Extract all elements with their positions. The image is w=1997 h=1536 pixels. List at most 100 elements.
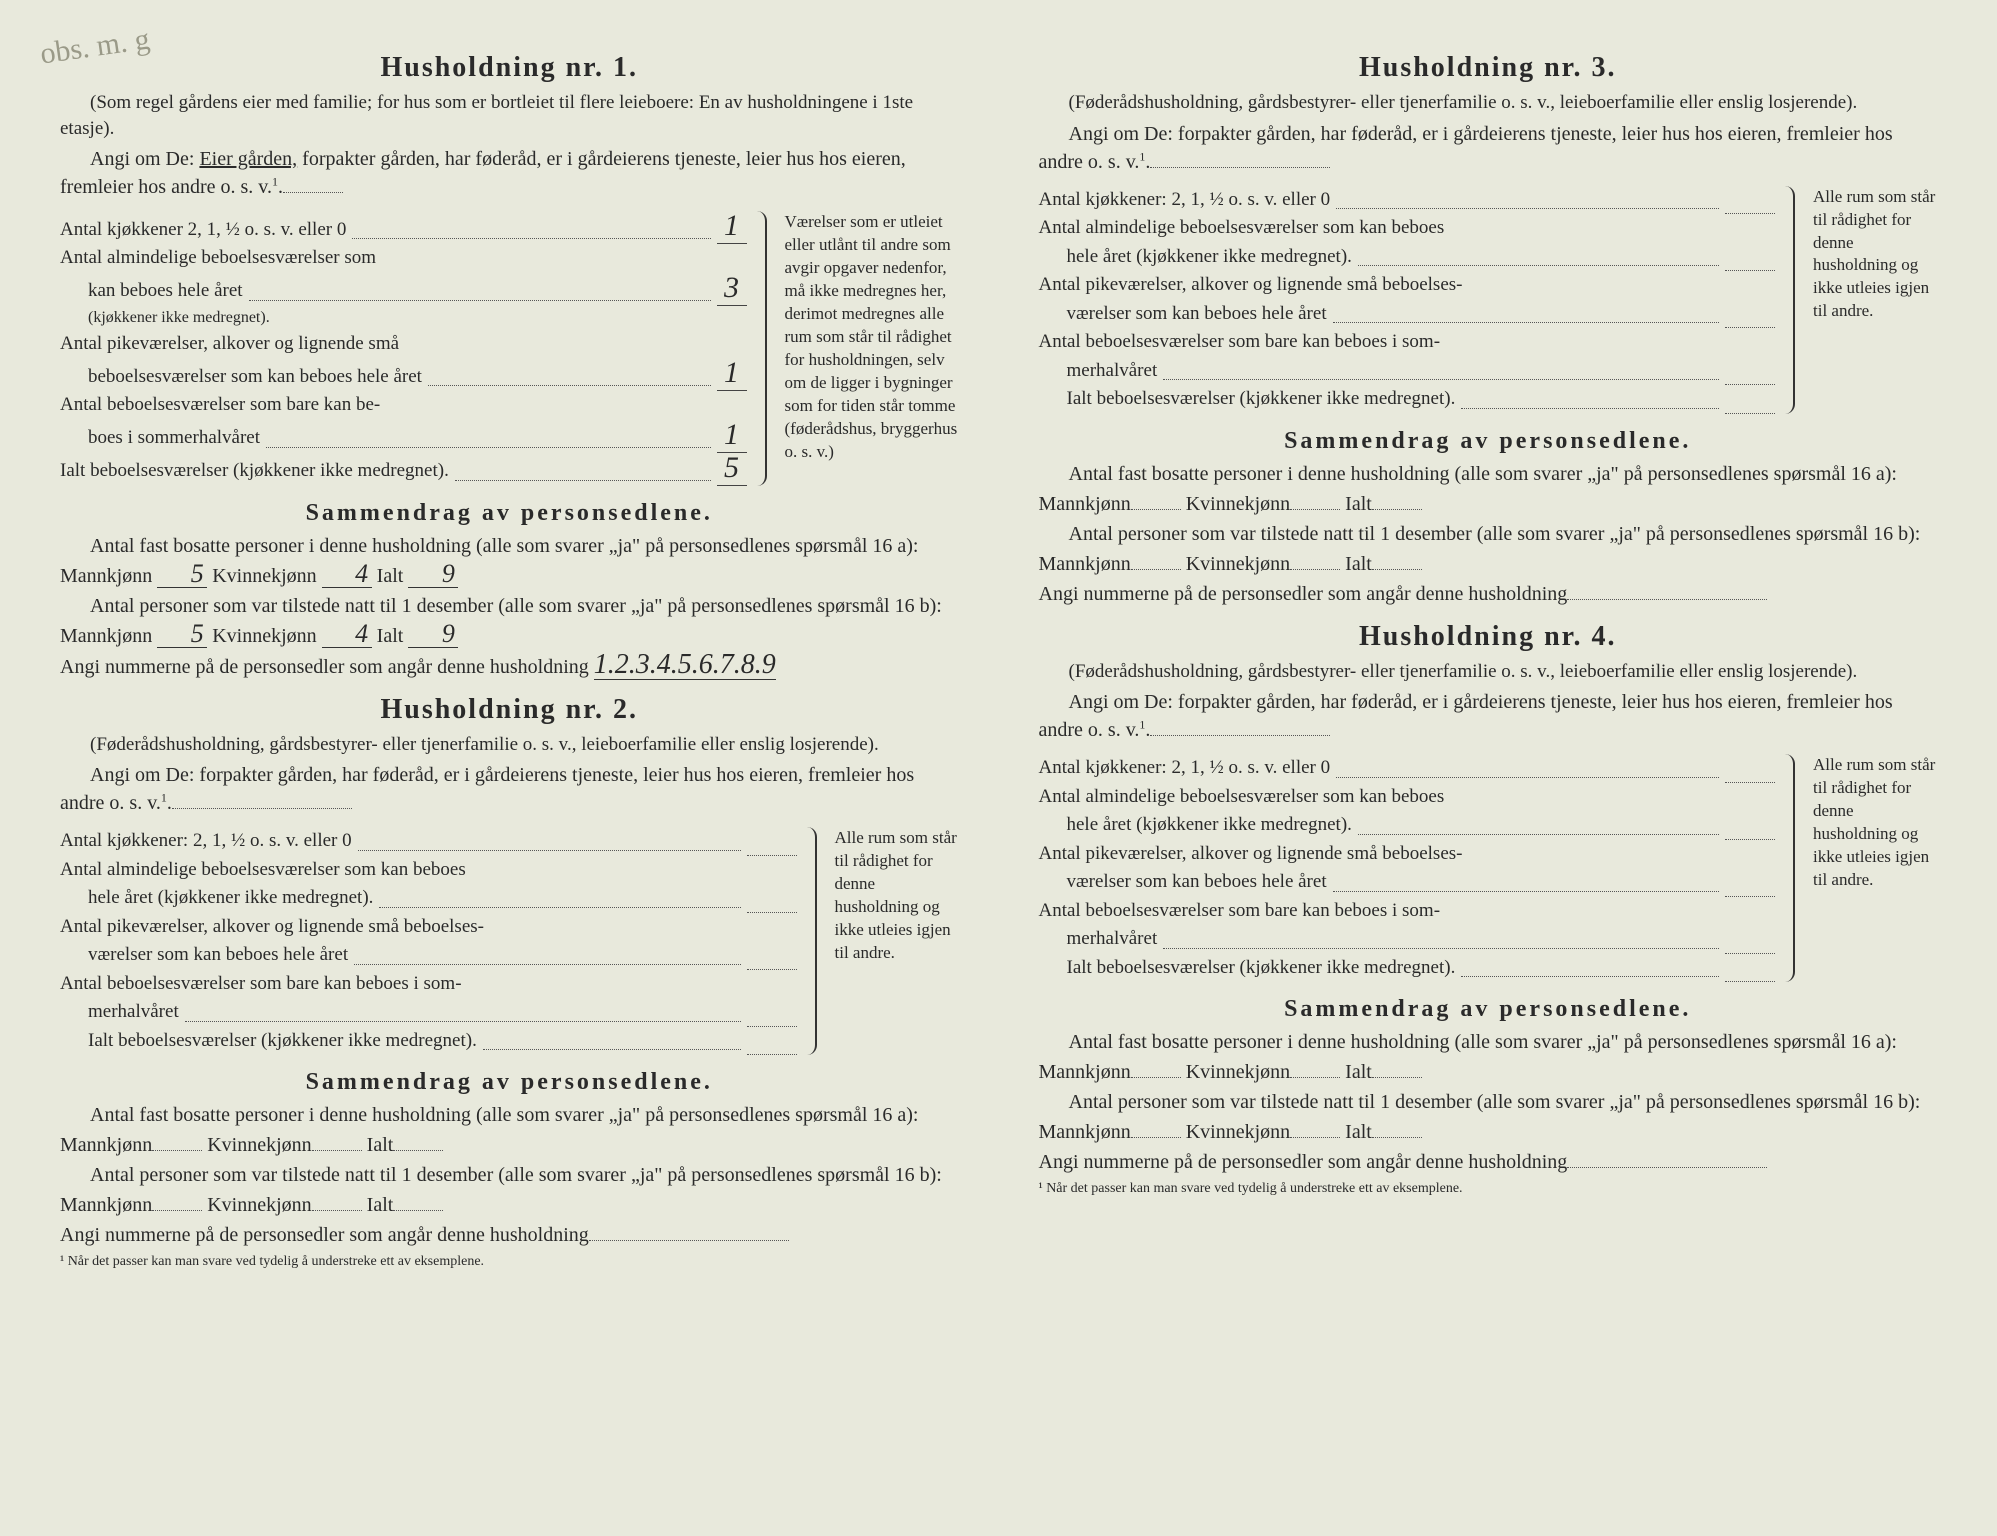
tilstede-pre-2: Antal personer som var tilstede natt til… <box>60 1164 942 1216</box>
kjokkener-label-3: Antal kjøkkener: 2, 1, ½ o. s. v. eller … <box>1039 186 1331 215</box>
section-4-title: Husholdning nr. 4. <box>1039 621 1938 653</box>
section-1-subtitle: (Som regel gårdens eier med familie; for… <box>60 90 959 141</box>
section-3-angi: Angi om De: forpakter gården, har føderå… <box>1039 120 1938 176</box>
ialt-label-2: Ialt beboelsesværelser (kjøkkener ikke m… <box>88 1027 477 1056</box>
bosatte-pre-4: Antal fast bosatte personer i denne hush… <box>1039 1031 1898 1083</box>
tilstede-pre-3: Antal personer som var tilstede natt til… <box>1039 523 1921 575</box>
alm-label-1: Antal almindelige beboelsesværelser som <box>60 247 376 268</box>
kv-3b: Kvinnekjønn <box>1186 553 1290 575</box>
bosatte-m: 5 <box>157 561 207 588</box>
section-1-sammen-title: Sammendrag av personsedlene. <box>60 500 959 527</box>
kjokkener-label-4: Antal kjøkkener: 2, 1, ½ o. s. v. eller … <box>1039 754 1331 783</box>
section-3-rooms: Antal kjøkkener: 2, 1, ½ o. s. v. eller … <box>1039 186 1938 414</box>
ialt-value: 5 <box>717 453 747 486</box>
section-4-note: Alle rum som står til rådighet for denne… <box>1807 754 1937 982</box>
ialt-3b: Ialt <box>1345 553 1372 575</box>
nummer-value: 1.2.3.4.5.6.7.8.9 <box>594 651 776 680</box>
section-3-nummer: Angi nummerne på de personsedler som ang… <box>1039 579 1938 609</box>
kv-label: Kvinnekjønn <box>212 565 316 587</box>
pike-label-2b: værelser som kan beboes hele året <box>88 941 348 970</box>
footnote-ref: 1 <box>272 175 278 189</box>
ialt-2b: Ialt <box>367 1194 394 1216</box>
section-1-note: Værelser som er utleiet eller utlånt til… <box>779 211 959 486</box>
left-column: Husholdning nr. 1. (Som regel gårdens ei… <box>60 40 959 1496</box>
nummer-label-4: Angi nummerne på de personsedler som ang… <box>1039 1151 1568 1173</box>
angi-underlined: Eier gården, <box>199 148 297 170</box>
brace-icon <box>757 211 767 486</box>
kv-3: Kvinnekjønn <box>1186 493 1290 515</box>
section-4-angi: Angi om De: forpakter gården, har føderå… <box>1039 688 1938 744</box>
alm-label-3b: hele året (kjøkkener ikke medregnet). <box>1067 243 1352 272</box>
section-1-angi: Angi om De: Eier gården, forpakter gårde… <box>60 145 959 201</box>
kjokkener-value: 1 <box>717 211 747 244</box>
kjokkener-label: Antal kjøkkener 2, 1, ½ o. s. v. eller 0 <box>60 216 346 245</box>
ialt-label-3: Ialt beboelsesværelser (kjøkkener ikke m… <box>1067 385 1456 414</box>
pike-label-4b: værelser som kan beboes hele året <box>1067 868 1327 897</box>
document-page: Husholdning nr. 1. (Som regel gårdens ei… <box>60 40 1937 1496</box>
section-2-rooms: Antal kjøkkener: 2, 1, ½ o. s. v. eller … <box>60 827 959 1055</box>
footnote-ref-4: 1 <box>1139 718 1145 732</box>
ialt-2: Ialt <box>367 1134 394 1156</box>
section-2-subtitle: (Føderådshusholdning, gårdsbestyrer- ell… <box>60 732 959 758</box>
section-3-title: Husholdning nr. 3. <box>1039 52 1938 84</box>
footnote-left: ¹ Når det passer kan man svare ved tydel… <box>60 1254 959 1270</box>
pike-label-1: Antal pikeværelser, alkover og lignende … <box>60 333 399 354</box>
sommer-label-4a: Antal beboelsesværelser som bare kan beb… <box>1039 900 1441 921</box>
nummer-label-2: Angi nummerne på de personsedler som ang… <box>60 1224 589 1246</box>
sommer-value: 1 <box>717 420 747 453</box>
angi-text-2: Angi om De: forpakter gården, har føderå… <box>60 764 914 814</box>
alm-label-2b: hele året (kjøkkener ikke medregnet). <box>88 884 373 913</box>
section-2-note: Alle rum som står til rådighet for denne… <box>829 827 959 1055</box>
sommer-label-3a: Antal beboelsesværelser som bare kan beb… <box>1039 331 1441 352</box>
section-4-subtitle: (Føderådshusholdning, gårdsbestyrer- ell… <box>1039 659 1938 685</box>
section-3-sammen-title: Sammendrag av personsedlene. <box>1039 428 1938 455</box>
tilstede-pre-4: Antal personer som var tilstede natt til… <box>1039 1091 1921 1143</box>
section-1-nummer: Angi nummerne på de personsedler som ang… <box>60 651 959 682</box>
alm-label-3a: Antal almindelige beboelsesværelser som … <box>1039 217 1445 238</box>
brace-icon-4 <box>1785 754 1795 982</box>
section-1-rooms: Antal kjøkkener 2, 1, ½ o. s. v. eller 0… <box>60 211 959 486</box>
angi-prefix: Angi om De: <box>90 148 199 170</box>
footnote-right: ¹ Når det passer kan man svare ved tydel… <box>1039 1181 1938 1197</box>
angi-text-3: Angi om De: forpakter gården, har føderå… <box>1039 123 1893 173</box>
bosatte-pre-3: Antal fast bosatte personer i denne hush… <box>1039 463 1898 515</box>
ialt-label: Ialt beboelsesværelser (kjøkkener ikke m… <box>60 457 449 486</box>
ialt-label-4: Ialt beboelsesværelser (kjøkkener ikke m… <box>1067 954 1456 983</box>
pike-label-3a: Antal pikeværelser, alkover og lignende … <box>1039 274 1463 295</box>
section-2-sammen-title: Sammendrag av personsedlene. <box>60 1069 959 1096</box>
bosatte-k: 4 <box>322 561 372 588</box>
section-1-bosatte: Antal fast bosatte personer i denne hush… <box>60 531 959 591</box>
section-2-nummer: Angi nummerne på de personsedler som ang… <box>60 1220 959 1250</box>
brace-icon-2 <box>807 827 817 1055</box>
nummer-label-3: Angi nummerne på de personsedler som ang… <box>1039 583 1568 605</box>
section-3-tilstede: Antal personer som var tilstede natt til… <box>1039 519 1938 579</box>
kv-4: Kvinnekjønn <box>1186 1061 1290 1083</box>
sommer-label-2: boes i sommerhalvåret <box>88 424 260 453</box>
footnote-ref-2: 1 <box>161 791 167 805</box>
brace-icon-3 <box>1785 186 1795 414</box>
ialt-4b: Ialt <box>1345 1121 1372 1143</box>
kv-4b: Kvinnekjønn <box>1186 1121 1290 1143</box>
alm-label-2a: Antal almindelige beboelsesværelser som … <box>60 859 466 880</box>
tilstede-k: 4 <box>322 621 372 648</box>
ialt-label-txt: Ialt <box>377 565 404 587</box>
bosatte-pre-2: Antal fast bosatte personer i denne hush… <box>60 1104 919 1156</box>
pike-label-4a: Antal pikeværelser, alkover og lignende … <box>1039 843 1463 864</box>
footnote-ref-3: 1 <box>1139 149 1145 163</box>
pike-label-3b: værelser som kan beboes hele året <box>1067 300 1327 329</box>
section-1-title: Husholdning nr. 1. <box>60 52 959 84</box>
alm-label-2: kan beboes hele året <box>88 277 243 306</box>
tilstede-i: 9 <box>408 621 458 648</box>
alm-label-4a: Antal almindelige beboelsesværelser som … <box>1039 786 1445 807</box>
pike-label-2a: Antal pikeværelser, alkover og lignende … <box>60 916 484 937</box>
sommer-label-2b: merhalvåret <box>88 998 179 1027</box>
section-4-rooms: Antal kjøkkener: 2, 1, ½ o. s. v. eller … <box>1039 754 1938 982</box>
section-3-bosatte: Antal fast bosatte personer i denne hush… <box>1039 459 1938 519</box>
kv-2: Kvinnekjønn <box>207 1134 311 1156</box>
section-3-note: Alle rum som står til rådighet for denne… <box>1807 186 1937 414</box>
pike-value: 1 <box>717 358 747 391</box>
ialt-3: Ialt <box>1345 493 1372 515</box>
sommer-label-3b: merhalvåret <box>1067 357 1158 386</box>
section-4-bosatte: Antal fast bosatte personer i denne hush… <box>1039 1027 1938 1087</box>
kv-2b: Kvinnekjønn <box>207 1194 311 1216</box>
